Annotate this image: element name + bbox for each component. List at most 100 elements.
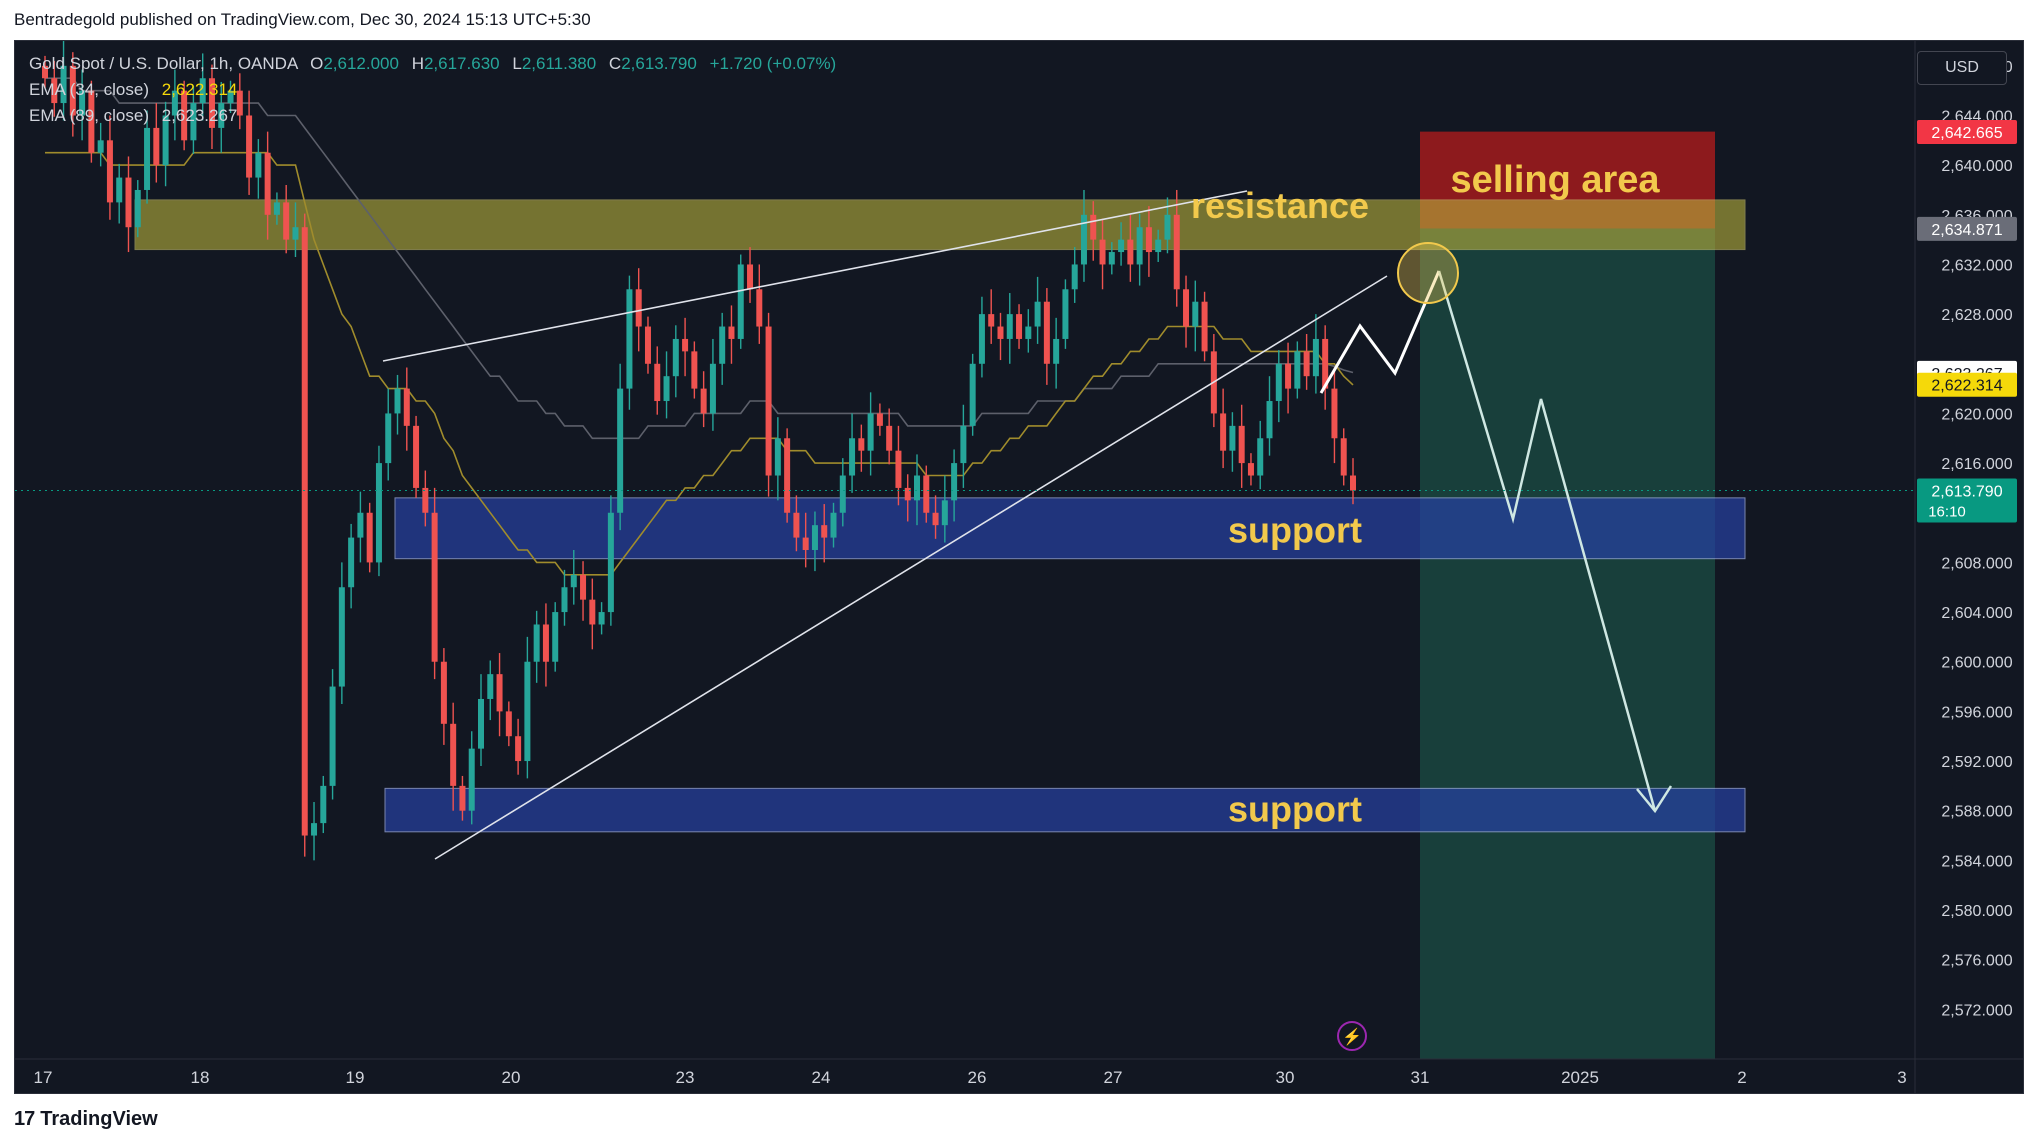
chart-panel[interactable]: ⚡ resistance selling area support support 2… [14,40,2024,1094]
chart-legend: Gold Spot / U.S. Dollar, 1h, OANDA O2,61… [29,51,836,129]
candle-body [524,661,531,762]
candle-body [1312,338,1319,377]
candle-body [617,388,624,513]
candle-body [728,326,735,339]
price-tick-label: 2,632.000 [1941,257,2012,274]
candle-body [375,463,382,563]
candle-body [719,326,726,364]
candle-body [552,612,559,662]
candle-body [431,512,438,662]
close-label: C [608,54,622,73]
support-zone [384,787,1746,833]
brand-name: TradingView [40,1108,158,1130]
candle-body [654,363,661,402]
candle-body [1099,239,1106,265]
candles-layer [42,41,1356,861]
candle-body [830,512,837,538]
price-tick-label: 2,600.000 [1941,655,2012,672]
candle-body [1285,363,1292,389]
candle-body [960,425,967,464]
lightning-icon[interactable] [1337,1021,1367,1051]
candle-body [756,289,763,327]
candle-body [709,363,716,414]
price-tick-label: 2,596.000 [1941,704,2012,721]
candle-body [867,413,874,451]
price-tag-label: 2,613.790 [1931,484,2002,501]
candle-body [663,376,670,402]
candle-body [886,425,893,451]
candle-body [283,202,290,240]
candle-body [162,115,169,166]
candle-body [413,425,420,488]
candle-body [440,661,447,724]
high-value: 2,617.630 [423,54,500,73]
candle-body [227,90,234,104]
price-tag [1917,216,2017,241]
candle-body [171,90,178,116]
candle-body [236,90,243,116]
candle-body [515,736,522,762]
price-tick-label: 2,608.000 [1941,555,2012,572]
support-zone [394,497,1746,560]
candle-body [951,463,958,501]
symbol-title[interactable]: Gold Spot / U.S. Dollar, 1h, OANDA [29,54,298,73]
ema89-row[interactable]: EMA (89, close) 2,623.267 [29,103,836,129]
candle-body [134,189,141,228]
target-area [1420,228,1715,1060]
price-tag-label: 2,622.314 [1931,378,2002,395]
tradingview-logo-icon: 17 [14,1108,35,1130]
low-label: L [512,54,522,73]
price-tick-label: 2,588.000 [1941,804,2012,821]
open-value: 2,612.000 [323,54,399,73]
candle-body [1322,338,1329,389]
candle-body [589,599,596,625]
candle-body [914,475,920,501]
candle-body [1118,239,1125,253]
candle-body [51,78,58,104]
time-tick-label: 2025 [1561,1068,1599,1087]
candle-body [839,475,846,513]
candle-body [79,90,86,116]
time-tick-label: 30 [1276,1068,1295,1087]
candle-body [1238,425,1245,464]
candle-body [904,487,911,501]
candle-body [338,587,345,687]
target-circle [1397,242,1459,304]
change-value: +1.720 (+0.07%) [709,54,837,73]
currency-button[interactable]: USD [1917,51,2007,85]
price-tick-label: 2,604.000 [1941,605,2012,622]
trendlines-layer: ⚡ [15,190,1915,1051]
support-label: support [1228,509,1362,550]
ohlc-row: Gold Spot / U.S. Dollar, 1h, OANDA O2,61… [29,51,836,77]
candle-body [802,537,809,550]
zone-labels-layer: resistance selling area support support [1191,159,1660,830]
candle-body [487,674,494,699]
candle-body [403,388,410,426]
time-tick-label: 19 [346,1068,365,1087]
candle-body [997,326,1004,339]
candle-body [273,202,280,215]
footer-brand[interactable]: 17 TradingView [14,1108,158,1131]
candle-body [301,227,308,836]
candle-body [1220,413,1227,451]
candle-body [190,103,197,141]
candle-body [505,711,512,737]
candle-body [635,289,642,327]
ema34-row[interactable]: EMA (34, close) 2,622.314 [29,77,836,103]
candle-body [1155,239,1162,253]
candle-body [1136,227,1143,265]
candle-body [1071,264,1078,290]
candle-body [394,388,401,414]
price-tick-label: 2,572.000 [1941,1002,2012,1019]
candle-body [116,177,123,203]
price-axis: 2,572.000 2,576.000 2,580.000 2,584.000 2,58… [1914,41,2013,1093]
candle-body [357,512,364,538]
candle-body [1062,289,1069,339]
candle-body [644,326,651,364]
candle-body [1043,301,1050,364]
ema34-label: EMA (34, close) [29,80,149,99]
candle-body [1025,326,1032,339]
price-chart[interactable]: ⚡ resistance selling area support support 2… [15,41,2023,1093]
price-tag-label: 2,642.665 [1931,125,2002,142]
candle-body [1247,463,1254,476]
